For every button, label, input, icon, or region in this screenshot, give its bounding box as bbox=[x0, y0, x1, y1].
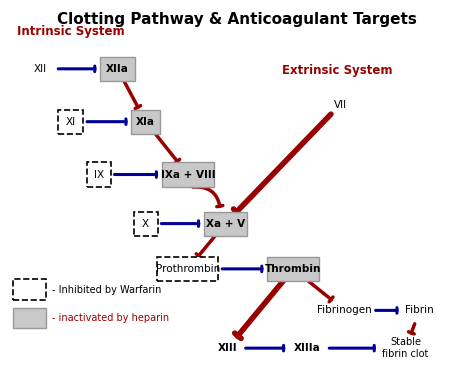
Text: Thrombin: Thrombin bbox=[265, 264, 321, 274]
FancyBboxPatch shape bbox=[134, 211, 157, 236]
Text: X: X bbox=[142, 219, 149, 229]
Text: Xa + V: Xa + V bbox=[206, 219, 245, 229]
FancyBboxPatch shape bbox=[162, 162, 214, 187]
Text: - inactivated by heparin: - inactivated by heparin bbox=[52, 313, 169, 323]
FancyBboxPatch shape bbox=[204, 211, 246, 236]
Text: XIIIa: XIIIa bbox=[294, 343, 320, 353]
Text: XIIa: XIIa bbox=[106, 64, 129, 74]
Text: XI: XI bbox=[65, 117, 76, 127]
Text: XII: XII bbox=[34, 64, 47, 74]
Text: IXa + VIII: IXa + VIII bbox=[161, 170, 215, 180]
Text: XIa: XIa bbox=[136, 117, 155, 127]
Text: Fibrinogen: Fibrinogen bbox=[318, 305, 372, 315]
FancyBboxPatch shape bbox=[87, 162, 111, 187]
Text: VII: VII bbox=[334, 100, 346, 110]
FancyBboxPatch shape bbox=[13, 308, 46, 328]
Text: Clotting Pathway & Anticoagulant Targets: Clotting Pathway & Anticoagulant Targets bbox=[57, 12, 417, 27]
Text: Fibrin: Fibrin bbox=[405, 305, 434, 315]
Text: IX: IX bbox=[94, 170, 104, 180]
FancyBboxPatch shape bbox=[131, 110, 160, 134]
FancyBboxPatch shape bbox=[100, 57, 135, 81]
FancyBboxPatch shape bbox=[267, 257, 319, 281]
Text: Intrinsic System: Intrinsic System bbox=[17, 25, 125, 38]
Text: Prothrombin: Prothrombin bbox=[155, 264, 220, 274]
Text: Stable
fibrin clot: Stable fibrin clot bbox=[383, 337, 429, 359]
FancyBboxPatch shape bbox=[13, 280, 46, 300]
FancyBboxPatch shape bbox=[58, 110, 83, 134]
FancyBboxPatch shape bbox=[157, 257, 219, 281]
Text: XIII: XIII bbox=[218, 343, 237, 353]
Text: Extrinsic System: Extrinsic System bbox=[282, 64, 392, 77]
Text: - Inhibited by Warfarin: - Inhibited by Warfarin bbox=[52, 285, 161, 295]
